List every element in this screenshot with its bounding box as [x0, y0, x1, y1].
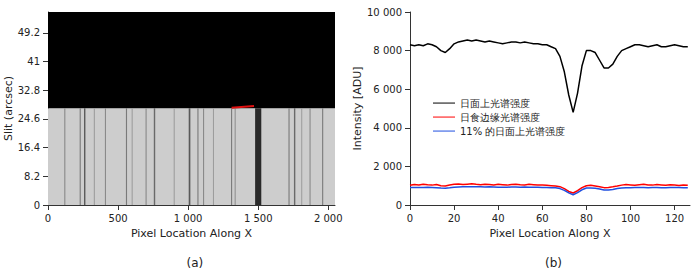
svg-text:0: 0: [407, 213, 413, 224]
svg-text:1 500: 1 500: [244, 213, 273, 224]
svg-text:0: 0: [45, 213, 51, 224]
svg-text:0: 0: [34, 200, 40, 211]
svg-text:120: 120: [665, 213, 684, 224]
svg-text:8.2: 8.2: [24, 171, 40, 182]
svg-text:2 000: 2 000: [373, 161, 402, 172]
svg-text:10 000: 10 000: [367, 7, 402, 18]
svg-text:Slit (arcsec): Slit (arcsec): [2, 76, 15, 141]
svg-text:24.6: 24.6: [18, 113, 40, 124]
svg-text:16.4: 16.4: [18, 142, 40, 153]
svg-text:20: 20: [448, 213, 461, 224]
svg-text:41: 41: [27, 56, 40, 67]
svg-text:500: 500: [109, 213, 128, 224]
svg-text:11% 的日面上光谱强度: 11% 的日面上光谱强度: [460, 126, 565, 137]
svg-text:2 000: 2 000: [314, 213, 343, 224]
svg-text:0: 0: [396, 200, 402, 211]
svg-text:Pixel Location Along X: Pixel Location Along X: [131, 227, 253, 240]
svg-text:80: 80: [580, 213, 593, 224]
svg-text:(a): (a): [187, 256, 204, 270]
svg-text:60: 60: [536, 213, 549, 224]
svg-text:日食边缘光谱强度: 日食边缘光谱强度: [460, 112, 540, 123]
svg-text:49.2: 49.2: [18, 27, 40, 38]
svg-text:6 000: 6 000: [373, 84, 402, 95]
svg-text:32.8: 32.8: [18, 85, 40, 96]
svg-text:100: 100: [621, 213, 640, 224]
svg-text:40: 40: [492, 213, 505, 224]
svg-text:Intensity [ADU]: Intensity [ADU]: [351, 66, 364, 150]
svg-text:日面上光谱强度: 日面上光谱强度: [460, 98, 530, 109]
svg-text:4 000: 4 000: [373, 122, 402, 133]
svg-text:Pixel Location Along X: Pixel Location Along X: [489, 227, 611, 240]
svg-text:1 000: 1 000: [174, 213, 203, 224]
svg-text:8 000: 8 000: [373, 45, 402, 56]
svg-text:(b): (b): [545, 256, 562, 270]
